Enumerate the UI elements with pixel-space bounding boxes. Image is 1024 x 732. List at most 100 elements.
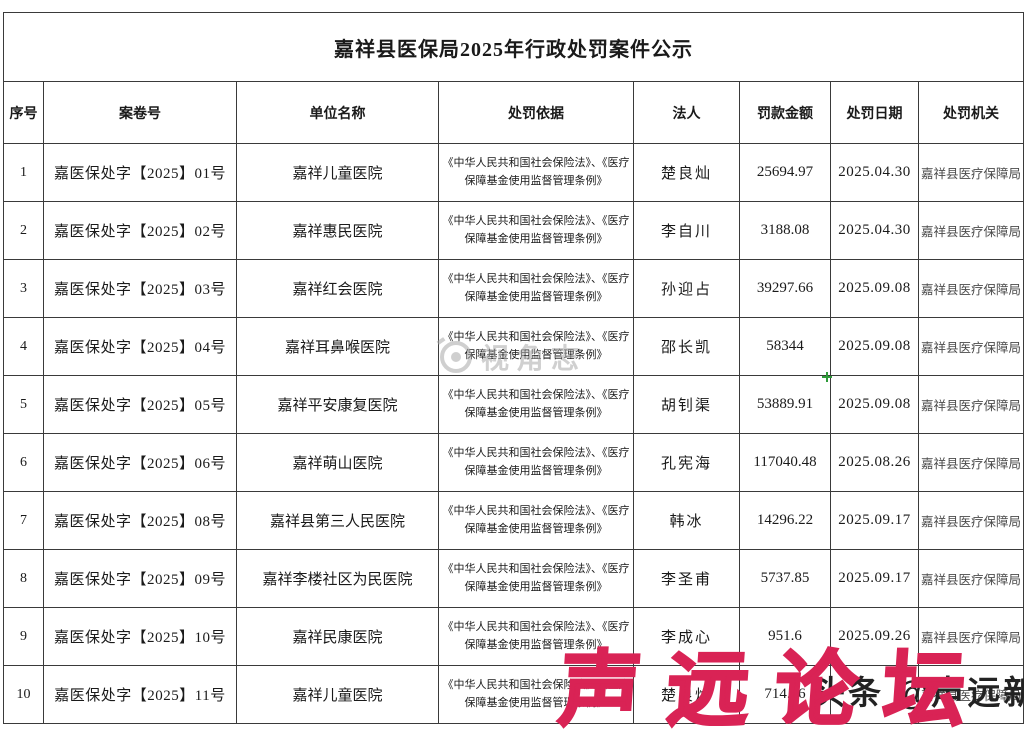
cell-penalty-authority: 嘉祥县医疗保障局 [918,259,1024,318]
cell-legal-person: 孙迎占 [633,259,740,318]
cell-case-number: 嘉医保处字【2025】09号 [43,549,237,608]
cell-penalty-basis: 《中华人民共和国社会保险法》、《医疗保障基金使用监督管理条例》 [438,201,634,260]
cell-penalty-date: 2025.09.08 [830,317,919,376]
cell-penalty-date: 2025.09.17 [830,549,919,608]
table-row: 10 嘉医保处字【2025】11号 嘉祥儿童医院 《中华人民共和国社会保险法》、… [3,665,1024,724]
cell-serial-number: 7 [3,491,44,550]
cell-unit-name: 嘉祥平安康复医院 [236,375,439,434]
table-row: 6 嘉医保处字【2025】06号 嘉祥萌山医院 《中华人民共和国社会保险法》、《… [3,433,1024,492]
cell-penalty-authority: 嘉祥县医疗保障局 [918,665,1024,724]
cell-serial-number: 6 [3,433,44,492]
cell-legal-person: 李自川 [633,201,740,260]
table-row: 2 嘉医保处字【2025】02号 嘉祥惠民医院 《中华人民共和国社会保险法》、《… [3,201,1024,260]
column-header-no: 序号 [3,81,44,144]
title-row: 嘉祥县医保局2025年行政处罚案件公示 [3,12,1024,82]
table-row: 3 嘉医保处字【2025】03号 嘉祥红会医院 《中华人民共和国社会保险法》、《… [3,259,1024,318]
column-header-date: 处罚日期 [830,81,919,144]
cell-penalty-authority: 嘉祥县医疗保障局 [918,201,1024,260]
cell-case-number: 嘉医保处字【2025】10号 [43,607,237,666]
cell-unit-name: 嘉祥县第三人民医院 [236,491,439,550]
cell-case-number: 嘉医保处字【2025】02号 [43,201,237,260]
cell-penalty-authority: 嘉祥县医疗保障局 [918,375,1024,434]
cell-unit-name: 嘉祥李楼社区为民医院 [236,549,439,608]
cell-case-number: 嘉医保处字【2025】03号 [43,259,237,318]
cell-penalty-basis: 《中华人民共和国社会保险法》、《医疗保障基金使用监督管理条例》 [438,143,634,202]
table-row: 8 嘉医保处字【2025】09号 嘉祥李楼社区为民医院 《中华人民共和国社会保险… [3,549,1024,608]
cell-fine-amount: 714.46 [739,665,831,724]
cell-unit-name: 嘉祥儿童医院 [236,665,439,724]
cell-legal-person: 李成心 [633,607,740,666]
cell-fine-amount: 3188.08 [739,201,831,260]
cell-legal-person: 孔宪海 [633,433,740,492]
cell-legal-person: 楚良灿 [633,665,740,724]
cell-fine-amount: 25694.97 [739,143,831,202]
column-header-person: 法人 [633,81,740,144]
cell-case-number: 嘉医保处字【2025】04号 [43,317,237,376]
header-row: 序号 案卷号 单位名称 处罚依据 法人 罚款金额 处罚日期 处罚机关 [3,81,1024,144]
table-row: 5 嘉医保处字【2025】05号 嘉祥平安康复医院 《中华人民共和国社会保险法》… [3,375,1024,434]
cell-penalty-basis: 《中华人民共和国社会保险法》、《医疗保障基金使用监督管理条例》 [438,433,634,492]
column-header-fine: 罚款金额 [739,81,831,144]
cell-case-number: 嘉医保处字【2025】05号 [43,375,237,434]
cell-penalty-date: 2025.04.30 [830,143,919,202]
cell-penalty-date: 2025.09.08 [830,259,919,318]
cell-penalty-date: 2025.09.26 [830,607,919,666]
cell-fine-amount: 14296.22 [739,491,831,550]
cell-penalty-basis: 《中华人民共和国社会保险法》、《医疗保障基金使用监督管理条例》 [438,375,634,434]
cell-fine-amount: 951.6 [739,607,831,666]
column-header-basis: 处罚依据 [438,81,634,144]
cell-serial-number: 1 [3,143,44,202]
cell-legal-person: 李圣甫 [633,549,740,608]
cell-penalty-date: 2025.04.30 [830,201,919,260]
cell-penalty-basis: 《中华人民共和国社会保险法》、《医疗保障基金使用监督管理条例》 [438,259,634,318]
cell-case-number: 嘉医保处字【2025】01号 [43,143,237,202]
table-row: 4 嘉医保处字【2025】04号 嘉祥耳鼻喉医院 《中华人民共和国社会保险法》、… [3,317,1024,376]
cell-penalty-authority: 嘉祥县医疗保障局 [918,143,1024,202]
cell-unit-name: 嘉祥惠民医院 [236,201,439,260]
penalty-table: 嘉祥县医保局2025年行政处罚案件公示 序号 案卷号 单位名称 处罚依据 法人 … [3,12,1024,724]
cell-penalty-date: 2025.09.17 [830,491,919,550]
cell-penalty-authority: 嘉祥县医疗保障局 [918,433,1024,492]
cell-penalty-authority: 嘉祥县医疗保障局 [918,607,1024,666]
cell-serial-number: 10 [3,665,44,724]
cell-serial-number: 4 [3,317,44,376]
cell-legal-person: 楚良灿 [633,143,740,202]
cell-serial-number: 5 [3,375,44,434]
column-header-unit: 单位名称 [236,81,439,144]
table-row: 7 嘉医保处字【2025】08号 嘉祥县第三人民医院 《中华人民共和国社会保险法… [3,491,1024,550]
cell-penalty-authority: 嘉祥县医疗保障局 [918,317,1024,376]
cell-penalty-date: 2025.08.26 [830,433,919,492]
cell-serial-number: 9 [3,607,44,666]
cell-legal-person: 韩冰 [633,491,740,550]
column-header-authority: 处罚机关 [918,81,1024,144]
cell-penalty-date: 2025.09.08 [830,375,919,434]
cell-unit-name: 嘉祥民康医院 [236,607,439,666]
cell-penalty-basis: 《中华人民共和国社会保险法》、《医疗保障基金使用监督管理条例》 [438,549,634,608]
cell-penalty-basis: 《中华人民共和国社会保险法》、《医疗保障基金使用监督管理条例》 [438,665,634,724]
cell-penalty-basis: 《中华人民共和国社会保险法》、《医疗保障基金使用监督管理条例》 [438,491,634,550]
cell-serial-number: 2 [3,201,44,260]
cell-case-number: 嘉医保处字【2025】06号 [43,433,237,492]
cell-serial-number: 3 [3,259,44,318]
page-title: 嘉祥县医保局2025年行政处罚案件公示 [3,12,1024,82]
cell-unit-name: 嘉祥萌山医院 [236,433,439,492]
table-row: 1 嘉医保处字【2025】01号 嘉祥儿童医院 《中华人民共和国社会保险法》、《… [3,143,1024,202]
cell-penalty-authority: 嘉祥县医疗保障局 [918,549,1024,608]
cell-penalty-basis: 《中华人民共和国社会保险法》、《医疗保障基金使用监督管理条例》 [438,607,634,666]
cell-fine-amount: 117040.48 [739,433,831,492]
cell-case-number: 嘉医保处字【2025】08号 [43,491,237,550]
column-header-case-no: 案卷号 [43,81,237,144]
table-row: 9 嘉医保处字【2025】10号 嘉祥民康医院 《中华人民共和国社会保险法》、《… [3,607,1024,666]
cell-fine-amount: 39297.66 [739,259,831,318]
cell-fine-amount: 5737.85 [739,549,831,608]
cell-unit-name: 嘉祥耳鼻喉医院 [236,317,439,376]
cell-unit-name: 嘉祥红会医院 [236,259,439,318]
cell-penalty-basis: 《中华人民共和国社会保险法》、《医疗保障基金使用监督管理条例》 [438,317,634,376]
cell-unit-name: 嘉祥儿童医院 [236,143,439,202]
cell-legal-person: 邵长凯 [633,317,740,376]
cell-penalty-date [830,665,919,724]
cell-penalty-authority: 嘉祥县医疗保障局 [918,491,1024,550]
cell-serial-number: 8 [3,549,44,608]
cell-legal-person: 胡钊渠 [633,375,740,434]
